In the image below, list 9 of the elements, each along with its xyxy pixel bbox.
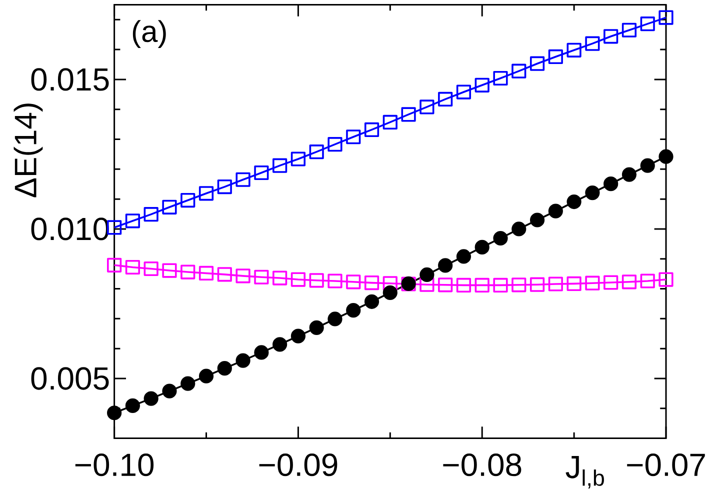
x-tick-label: −0.09 [259,454,338,476]
y-axis-title: ΔE(14) [14,104,43,198]
x-tick-label: −0.07 [627,454,705,476]
x-tick-label: −0.10 [75,454,154,476]
y-tick-label: 0.015 [31,68,109,91]
x-axis-title: J$_{l,b}$ [566,456,604,489]
x-tick-label: −0.08 [443,454,522,476]
y-tick-label: 0.005 [31,367,109,390]
annotation: (a) [132,20,166,48]
